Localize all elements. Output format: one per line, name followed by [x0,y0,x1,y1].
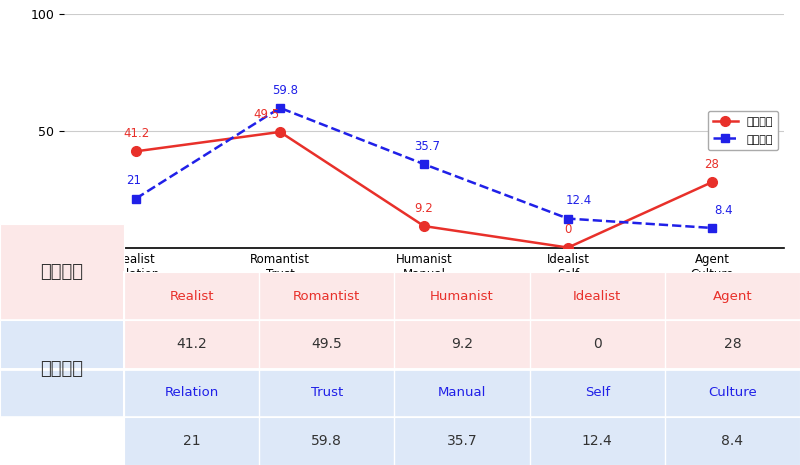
Text: Self: Self [585,386,610,399]
타인평가 [419,161,429,167]
Text: 59.8: 59.8 [311,434,342,448]
Text: 9.2: 9.2 [414,202,434,215]
Text: 49.5: 49.5 [311,338,342,352]
Text: 21: 21 [126,174,141,187]
Text: 12.4: 12.4 [582,434,613,448]
자기평가 [563,245,573,250]
Text: Relation: Relation [165,386,218,399]
FancyBboxPatch shape [0,224,124,320]
FancyBboxPatch shape [124,368,800,417]
Text: Idealist: Idealist [573,290,622,303]
자기평가 [275,129,285,135]
자기평가 [419,223,429,229]
Text: Humanist: Humanist [430,290,494,303]
자기평가 [707,179,717,185]
Text: 41.2: 41.2 [123,127,149,140]
Text: 35.7: 35.7 [446,434,478,448]
Text: Manual: Manual [438,386,486,399]
Text: 28: 28 [723,338,742,352]
Text: Agent: Agent [713,290,752,303]
Text: 자기평가: 자기평가 [41,263,83,281]
Text: Romantist: Romantist [293,290,361,303]
타인평가 [275,105,285,111]
Text: 21: 21 [182,434,201,448]
타인평가 [131,196,141,201]
Text: Culture: Culture [708,386,757,399]
Text: 35.7: 35.7 [414,140,440,153]
자기평가 [131,148,141,154]
Text: 9.2: 9.2 [451,338,473,352]
Text: 59.8: 59.8 [273,84,298,97]
Legend: 자기평가, 타인평가: 자기평가, 타인평가 [707,111,778,150]
Text: 8.4: 8.4 [714,204,733,217]
Line: 자기평가: 자기평가 [131,127,717,252]
FancyBboxPatch shape [124,417,800,465]
FancyBboxPatch shape [124,320,800,368]
Text: 28: 28 [705,158,719,171]
Text: 타인평가: 타인평가 [41,359,83,378]
Text: 49.5: 49.5 [253,108,279,121]
Text: 12.4: 12.4 [566,194,592,207]
Line: 타인평가: 타인평가 [132,104,716,232]
Text: Trust: Trust [310,386,343,399]
FancyBboxPatch shape [124,272,800,320]
Text: 8.4: 8.4 [722,434,743,448]
타인평가 [707,225,717,231]
타인평가 [563,216,573,221]
Text: 0: 0 [593,338,602,352]
FancyBboxPatch shape [0,320,124,417]
Text: 0: 0 [564,224,572,237]
Text: 41.2: 41.2 [176,338,207,352]
Text: Realist: Realist [170,290,214,303]
